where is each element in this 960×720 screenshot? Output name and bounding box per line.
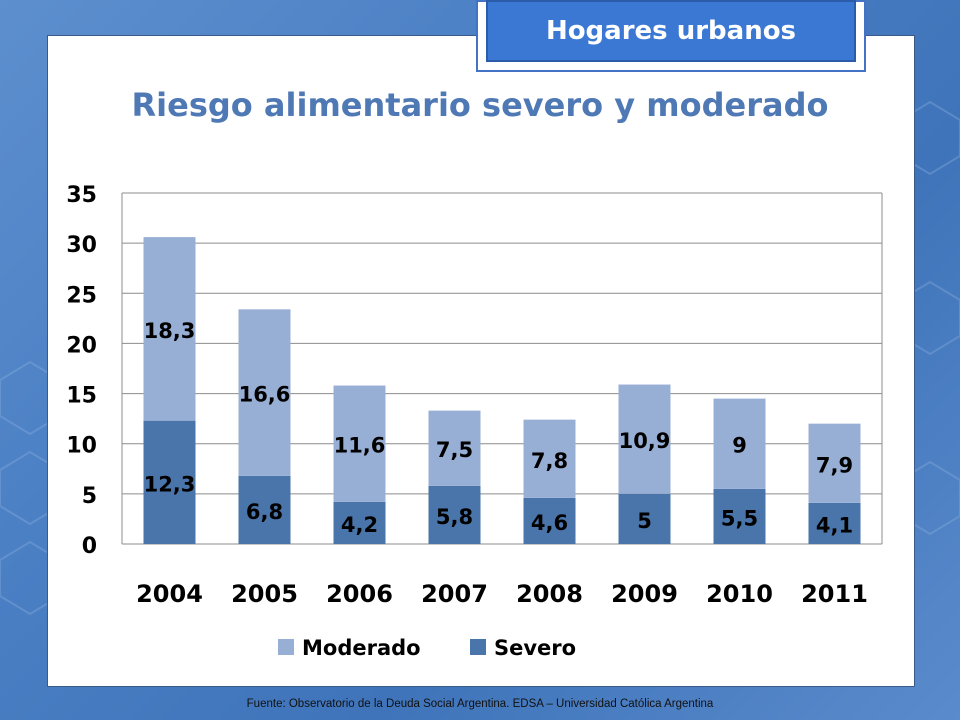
bar-moderado-2005 [238, 309, 291, 476]
x-tick-label-2008: 2008 [516, 580, 583, 608]
y-tick-label: 35 [66, 183, 97, 208]
data-label-severo-2007: 5,8 [436, 505, 473, 529]
bar-moderado-2004 [143, 237, 196, 421]
x-tick-label-2005: 2005 [231, 580, 298, 608]
bar-severo-2007 [428, 485, 481, 544]
data-label-severo-2006: 4,2 [341, 513, 378, 537]
legend-label-severo: Severo [494, 636, 576, 660]
x-tick-label-2011: 2011 [801, 580, 868, 608]
x-tick-label-2010: 2010 [706, 580, 773, 608]
data-label-severo-2011: 4,1 [816, 513, 853, 537]
chart-title: Riesgo alimentario severo y moderado [131, 86, 829, 124]
legend-swatch-severo [470, 639, 486, 655]
data-label-moderado-2008: 7,8 [531, 449, 568, 473]
data-label-severo-2010: 5,5 [721, 506, 758, 530]
bar-moderado-2008 [523, 419, 576, 498]
bar-moderado-2010 [713, 398, 766, 489]
bar-moderado-2007 [428, 410, 481, 486]
data-label-moderado-2009: 10,9 [619, 429, 671, 453]
bar-severo-2004 [143, 420, 196, 544]
data-label-moderado-2010: 9 [732, 434, 747, 458]
bar-severo-2010 [713, 488, 766, 544]
data-label-severo-2005: 6,8 [246, 500, 283, 524]
x-tick-label-2007: 2007 [421, 580, 488, 608]
bar-severo-2005 [238, 475, 291, 544]
bar-moderado-2006 [333, 385, 386, 502]
data-label-severo-2008: 4,6 [531, 511, 568, 535]
bar-moderado-2009 [618, 384, 671, 494]
source-footer: Fuente: Observatorio de la Deuda Social … [246, 698, 714, 710]
bar-severo-2006 [333, 501, 386, 544]
data-label-severo-2004: 12,3 [144, 472, 196, 496]
legend-label-moderado: Moderado [302, 636, 421, 660]
badge-hogares-urbanos: Hogares urbanos [486, 0, 856, 62]
y-tick-label: 0 [82, 534, 97, 559]
data-label-moderado-2005: 16,6 [239, 383, 291, 407]
bar-moderado-2011 [808, 423, 861, 503]
data-label-moderado-2007: 7,5 [436, 438, 473, 462]
bar-severo-2011 [808, 502, 861, 544]
data-label-moderado-2004: 18,3 [144, 319, 196, 343]
data-label-moderado-2011: 7,9 [816, 453, 853, 477]
x-tick-label-2004: 2004 [136, 580, 203, 608]
y-tick-label: 30 [66, 233, 97, 258]
data-label-severo-2009: 5 [637, 509, 652, 533]
bar-severo-2009 [618, 493, 671, 544]
x-tick-label-2009: 2009 [611, 580, 678, 608]
data-label-moderado-2006: 11,6 [334, 434, 386, 458]
bar-severo-2008 [523, 497, 576, 544]
y-tick-label: 15 [66, 384, 97, 409]
y-tick-label: 20 [66, 333, 97, 358]
y-tick-label: 5 [82, 484, 97, 509]
y-tick-label: 25 [66, 283, 97, 308]
y-tick-label: 10 [66, 434, 97, 459]
legend-swatch-moderado [278, 639, 294, 655]
x-tick-label-2006: 2006 [326, 580, 393, 608]
